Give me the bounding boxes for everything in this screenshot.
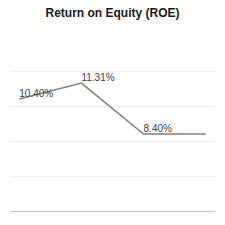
svg-text:8.40%: 8.40% (144, 123, 172, 134)
svg-text:10.40%: 10.40% (19, 88, 53, 99)
svg-text:Return on Equity (ROE): Return on Equity (ROE) (46, 6, 180, 20)
svg-text:11.31%: 11.31% (81, 72, 114, 83)
